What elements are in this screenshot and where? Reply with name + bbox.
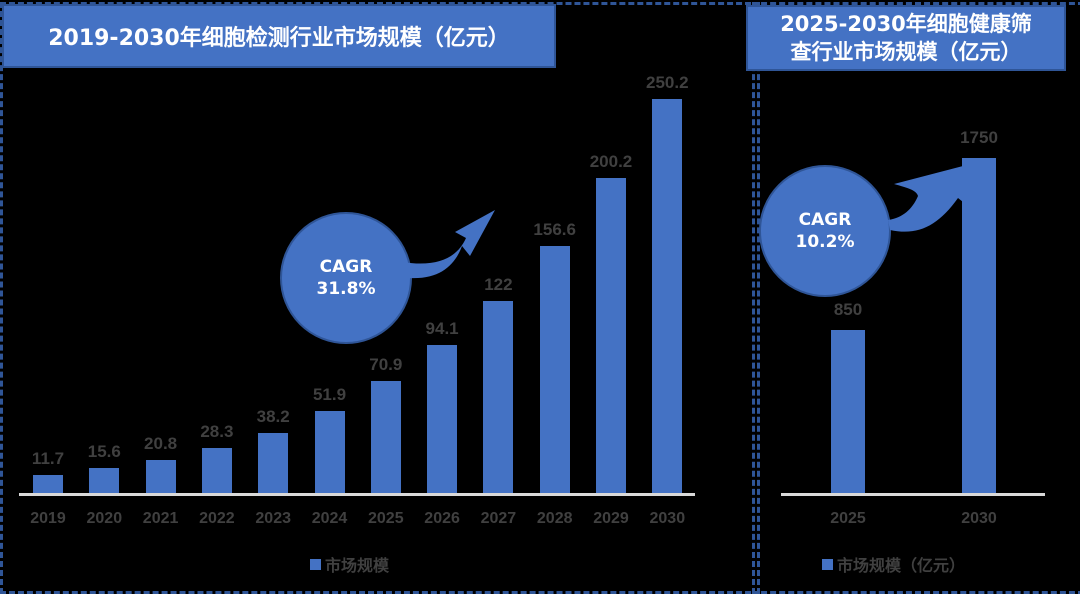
- bar-2030: [652, 99, 683, 493]
- left-cagr-label: CAGR: [319, 257, 373, 277]
- bar-2025: [370, 381, 401, 493]
- bar-2026: [427, 344, 458, 493]
- bar-2028: [539, 246, 570, 493]
- x-tick-label: 2030: [961, 510, 997, 527]
- x-tick-label: 2022: [199, 510, 235, 527]
- bar-2023: [258, 432, 289, 493]
- left-growth-arrow-icon: [402, 210, 495, 279]
- right-cagr-bubble: CAGR 10.2%: [759, 165, 891, 297]
- x-tick-label: 2021: [142, 510, 179, 527]
- bar-value-label: 20.8: [144, 434, 178, 454]
- x-tick-label: 2025: [830, 510, 866, 527]
- right-cagr-label: CAGR: [798, 210, 852, 230]
- bar-value-label: 250.2: [646, 73, 689, 92]
- bar-value-label: 28.3: [200, 422, 234, 442]
- left-cagr-value: 31.8%: [316, 279, 376, 299]
- bar-value-label: 122: [484, 274, 513, 294]
- x-tick-label: 2019: [30, 510, 66, 527]
- bar-value-label: 94.1: [425, 318, 459, 338]
- bar-2030: [962, 158, 996, 493]
- right-chart-x-axis: [781, 493, 1045, 496]
- right-chart-legend: 市场规模（亿元）: [822, 552, 965, 576]
- bar-value-label: 51.9: [312, 385, 347, 405]
- x-tick-label: 2027: [480, 510, 517, 527]
- right-chart-title: 2025-2030年细胞健康筛 查行业市场规模（亿元）: [746, 5, 1066, 71]
- x-tick-label: 2029: [593, 510, 629, 527]
- bar-value-label: 1750: [960, 128, 998, 147]
- bar-value-label: 70.9: [369, 355, 403, 375]
- bar-2024: [314, 411, 345, 493]
- bar-value-label: 11.7: [31, 448, 65, 468]
- right-growth-arrow-icon: [888, 166, 963, 232]
- x-tick-label: 2023: [255, 510, 291, 527]
- left-chart-x-axis: [19, 493, 695, 496]
- left-chart-legend: 市场规模: [310, 552, 389, 576]
- left-legend-label: 市场规模: [325, 556, 390, 575]
- right-legend-label: 市场规模（亿元）: [837, 556, 966, 575]
- bar-value-label: 200.2: [589, 151, 633, 171]
- bar-2027: [483, 300, 514, 493]
- bar-2029: [596, 177, 626, 493]
- left-cagr-bubble: CAGR 31.8%: [280, 212, 412, 344]
- legend-swatch-icon: [310, 558, 321, 570]
- right-chart-title-line1: 2025-2030年细胞健康筛: [780, 12, 1032, 36]
- left-chart-title: 2019-2030年细胞检测行业市场规模（亿元）: [2, 4, 556, 68]
- bar-2025: [831, 330, 865, 493]
- x-tick-label: 2024: [311, 510, 348, 527]
- bar-2021: [145, 460, 176, 493]
- bar-value-label: 850: [833, 300, 863, 320]
- bar-value-label: 156.6: [533, 220, 576, 240]
- bar-2022: [201, 448, 232, 493]
- left-chart-title-text: 2019-2030年细胞检测行业市场规模（亿元）: [48, 26, 510, 51]
- bar-value-label: 15.6: [87, 442, 121, 462]
- legend-swatch-icon: [822, 558, 833, 570]
- bar-value-label: 38.2: [256, 406, 290, 426]
- bar-2020: [89, 468, 120, 493]
- right-cagr-value: 10.2%: [795, 232, 855, 252]
- x-tick-label: 2030: [649, 510, 686, 527]
- right-chart-title-line2: 查行业市场规模（亿元）: [790, 40, 1022, 64]
- x-tick-label: 2028: [536, 510, 573, 527]
- right-chart-frame: [752, 2, 1080, 594]
- bar-2019: [33, 474, 63, 493]
- x-tick-label: 2026: [424, 510, 460, 527]
- x-tick-label: 2025: [368, 510, 404, 527]
- x-tick-label: 2020: [86, 510, 123, 527]
